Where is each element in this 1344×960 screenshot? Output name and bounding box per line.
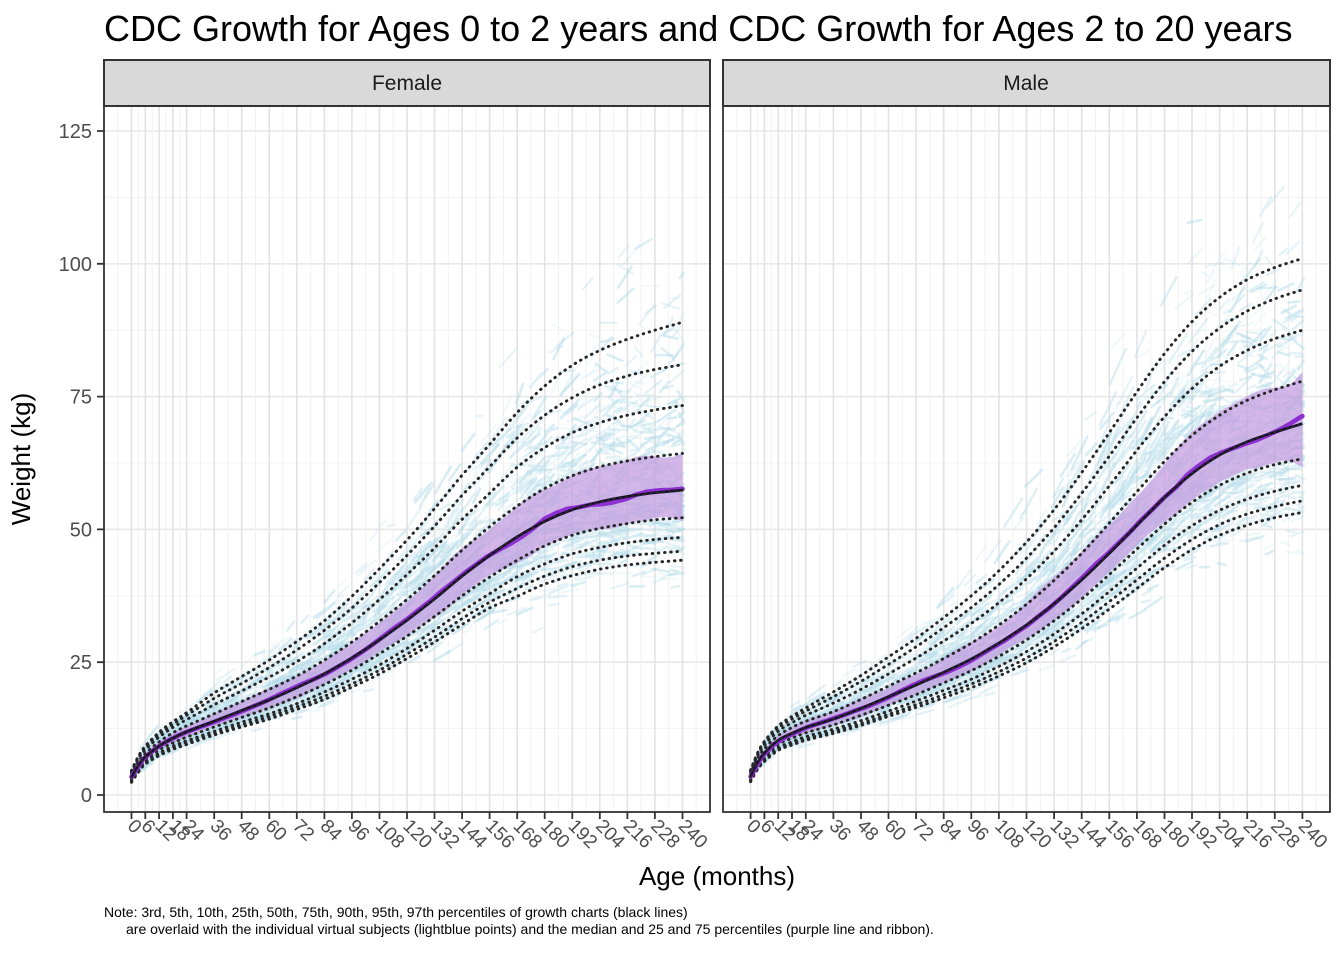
percentile-curve-p5 [749, 499, 1304, 783]
y-tick-label: 25 [70, 652, 92, 674]
x-tick-label: 36 [825, 816, 855, 846]
percentile-curve-p50-dots [130, 488, 684, 779]
y-tick-marks [97, 130, 104, 796]
percentile-curve-p97 [749, 257, 1304, 772]
percentile-curve-p25 [749, 457, 1304, 780]
grid-major-vertical [130, 106, 684, 812]
x-tick-label: 60 [261, 816, 291, 846]
percentile-curve-p5 [130, 549, 684, 784]
percentile-curve-p50-dots [749, 422, 1304, 778]
x-tick-label: 48 [852, 816, 882, 846]
panel-data [129, 237, 685, 784]
x-tick-marks [749, 812, 1304, 819]
percentile-curve-p95 [749, 288, 1304, 773]
note-line-2: are overlaid with the individual virtual… [126, 921, 934, 937]
facet-strip-female-label: Female [372, 72, 442, 95]
y-axis-title: Weight (kg) [6, 393, 36, 525]
x-tick-label: 240 [1294, 816, 1331, 853]
facet-strip-male-label: Male [1003, 72, 1049, 95]
y-tick-label: 50 [70, 519, 92, 541]
percentile-curve-p3 [749, 510, 1304, 784]
percentile-curve-p97 [130, 320, 684, 773]
percentile-curve-p25 [130, 516, 684, 781]
y-axis: 0 25 50 75 100 125 [59, 121, 104, 807]
percentile-curve-p90 [130, 404, 684, 775]
y-tick-label: 0 [81, 785, 92, 807]
percentile-curve-p75 [749, 379, 1304, 776]
panel-male: 0612182436486072849610812013214415616818… [722, 105, 1331, 853]
percentile-curve-p10 [749, 483, 1304, 782]
x-tick-label: 84 [316, 816, 346, 846]
percentile-curve-p95 [130, 363, 684, 774]
panel-female: 0612182436486072849610812013214415616818… [103, 105, 711, 853]
facet-strip-female [103, 59, 711, 107]
x-tick-label: 240 [674, 816, 711, 853]
panel-data [748, 185, 1305, 784]
x-tick-label: 96 [963, 816, 993, 846]
panels: 0612182436486072849610812013214415616818… [59, 105, 1331, 853]
x-tick-label: 36 [206, 816, 236, 846]
y-tick-label: 75 [70, 387, 92, 409]
y-tick-label: 125 [59, 121, 92, 143]
percentile-curve-p3 [130, 558, 684, 784]
x-tick-label: 72 [288, 816, 318, 846]
page-title: CDC Growth for Ages 0 to 2 years and CDC… [104, 8, 1293, 49]
percentile-curve-p10 [130, 535, 684, 783]
x-tick-label: 60 [880, 816, 910, 846]
x-tick-label: 72 [908, 816, 938, 846]
x-tick-label: 84 [935, 816, 965, 846]
facet-strip-male [722, 59, 1331, 107]
percentile-curve-p75 [130, 451, 684, 777]
x-tick-label: 48 [233, 816, 263, 846]
iqr-ribbon [750, 371, 1303, 779]
x-tick-label: 96 [343, 816, 373, 846]
y-tick-label: 100 [59, 254, 92, 276]
x-axis-title: Age (months) [639, 861, 795, 891]
facet-strips: Female Male [103, 59, 1331, 107]
note-line-1: Note: 3rd, 5th, 10th, 25th, 50th, 75th, … [104, 904, 688, 920]
x-tick-marks [130, 812, 684, 819]
